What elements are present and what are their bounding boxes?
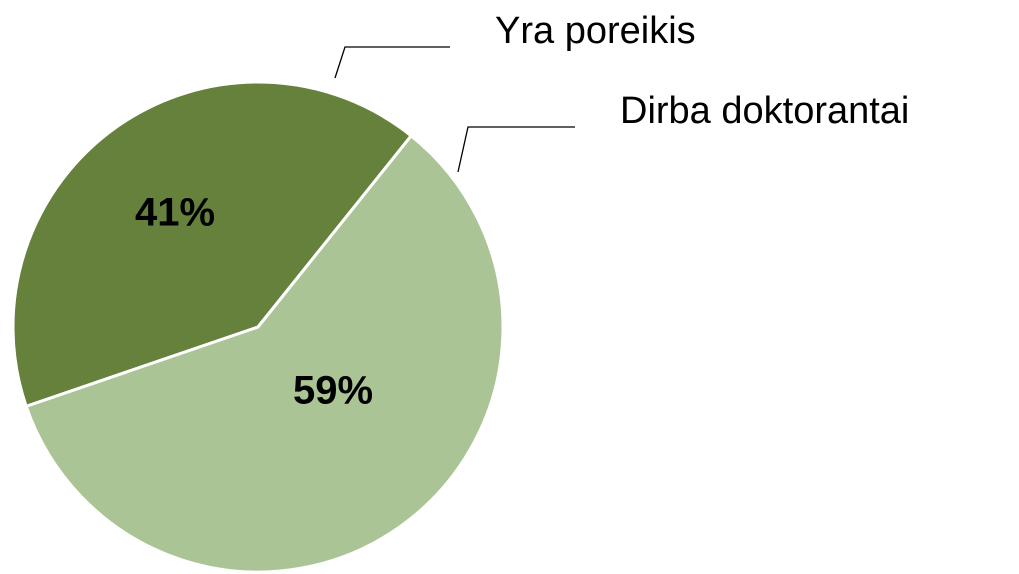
leader-line <box>457 126 575 173</box>
category-label: Yra poreikis <box>495 10 696 52</box>
leader-line <box>334 46 450 79</box>
pie <box>11 80 505 574</box>
category-label: Dirba doktorantai <box>620 90 909 132</box>
data-label: 41% <box>135 191 215 235</box>
data-label: 59% <box>293 369 373 413</box>
pie-slice <box>24 133 505 574</box>
pie-slice <box>11 80 414 409</box>
